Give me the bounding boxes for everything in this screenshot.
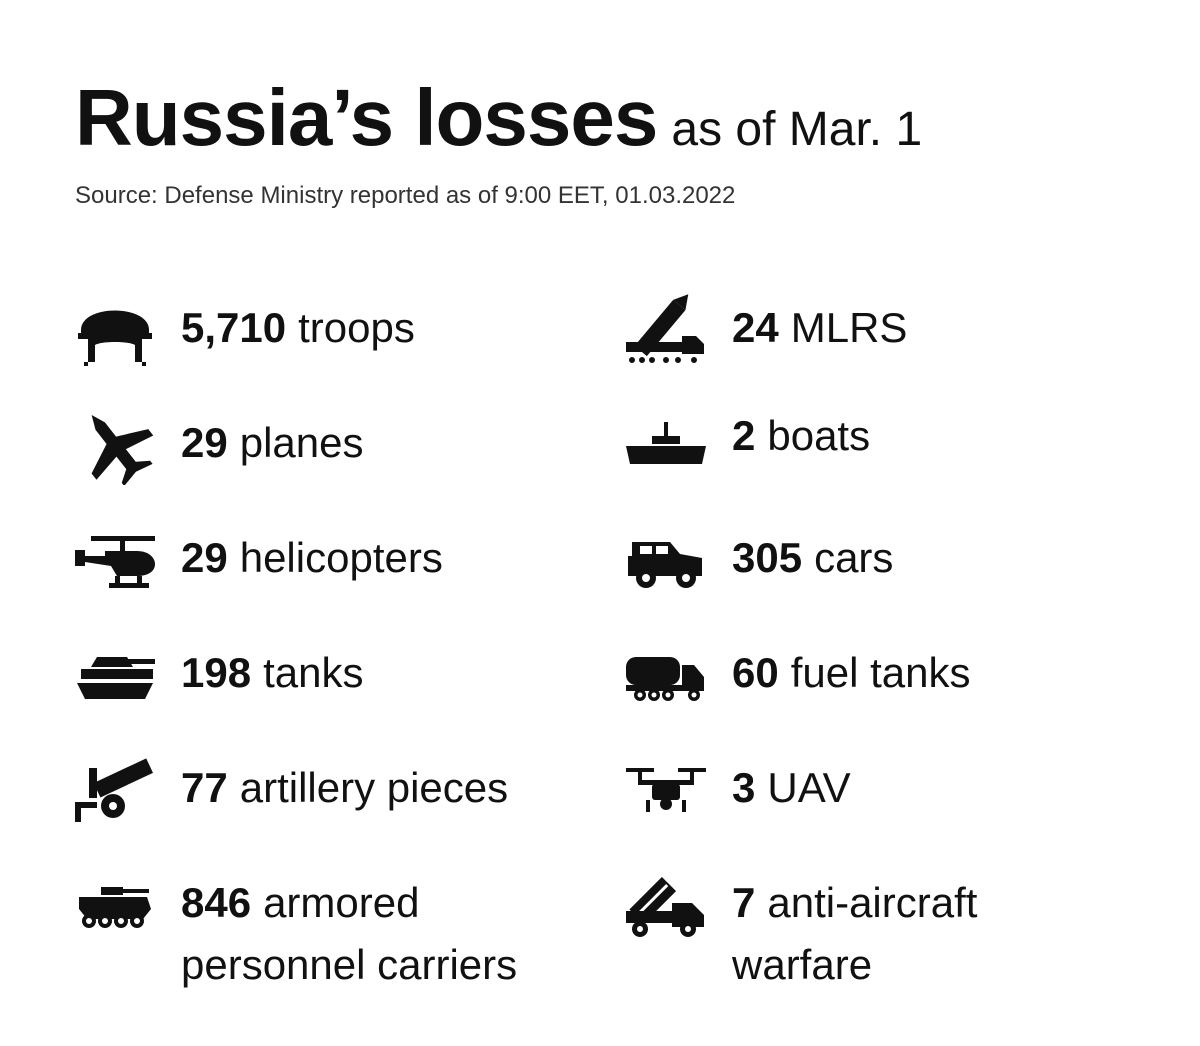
stat-boats: 2 boats bbox=[626, 398, 870, 478]
stat-helicopters: 29 helicopters bbox=[75, 520, 443, 600]
stat-count: 24 bbox=[732, 304, 779, 351]
helmet-icon bbox=[75, 290, 155, 370]
stat-label: MLRS bbox=[790, 304, 908, 351]
stat-label: artillery pieces bbox=[239, 764, 509, 811]
stat-count: 846 bbox=[181, 879, 252, 926]
stat-count: 29 bbox=[181, 419, 228, 466]
stat-cars: 305 cars bbox=[626, 520, 893, 600]
title-subtitle: as of Mar. 1 bbox=[671, 103, 923, 156]
mlrs-icon bbox=[626, 290, 706, 370]
stat-label: planes bbox=[239, 419, 364, 466]
jet-icon bbox=[75, 405, 155, 485]
stat-count: 29 bbox=[181, 534, 228, 581]
stat-artillery: 77 artillery pieces bbox=[75, 750, 508, 830]
stat-label-line2: personnel carriers bbox=[181, 941, 518, 988]
stat-count: 3 bbox=[732, 764, 756, 811]
stat-label: fuel tanks bbox=[790, 649, 971, 696]
stat-label: troops bbox=[298, 304, 415, 351]
stat-label: tanks bbox=[263, 649, 364, 696]
stat-label: UAV bbox=[767, 764, 851, 811]
stat-label: cars bbox=[814, 534, 894, 581]
page-title: Russia’s losses as of Mar. 1 bbox=[75, 72, 922, 164]
stat-label: anti-aircraft bbox=[767, 879, 978, 926]
stat-mlrs: 24 MLRS bbox=[626, 290, 907, 370]
stat-label: armored bbox=[263, 879, 420, 926]
stat-label: boats bbox=[767, 412, 871, 459]
boat-icon bbox=[626, 398, 706, 478]
stat-count: 5,710 bbox=[181, 304, 287, 351]
drone-icon bbox=[626, 750, 706, 830]
stat-count: 60 bbox=[732, 649, 779, 696]
stat-planes: 29 planes bbox=[75, 405, 363, 485]
stat-label: helicopters bbox=[239, 534, 443, 581]
stat-count: 7 bbox=[732, 879, 756, 926]
stat-anti-aircraft: 7 anti-aircraft warfare bbox=[626, 865, 977, 996]
stat-tanks: 198 tanks bbox=[75, 635, 363, 715]
stat-count: 77 bbox=[181, 764, 228, 811]
stat-label-line2: warfare bbox=[732, 941, 873, 988]
stat-fuel-tanks: 60 fuel tanks bbox=[626, 635, 971, 715]
title-main: Russia’s losses bbox=[75, 73, 658, 162]
stat-count: 305 bbox=[732, 534, 803, 581]
fuel-truck-icon bbox=[626, 635, 706, 715]
apc-icon bbox=[75, 865, 155, 945]
stat-uav: 3 UAV bbox=[626, 750, 851, 830]
anti-aircraft-icon bbox=[626, 865, 706, 945]
stat-count: 2 bbox=[732, 412, 756, 459]
jeep-icon bbox=[626, 520, 706, 600]
stat-count: 198 bbox=[181, 649, 252, 696]
artillery-icon bbox=[75, 750, 155, 830]
stat-apc: 846 armored personnel carriers bbox=[75, 865, 517, 996]
stat-troops: 5,710 troops bbox=[75, 290, 415, 370]
source-note: Source: Defense Ministry reported as of … bbox=[75, 182, 736, 209]
tank-icon bbox=[75, 635, 155, 715]
helicopter-icon bbox=[75, 520, 155, 600]
